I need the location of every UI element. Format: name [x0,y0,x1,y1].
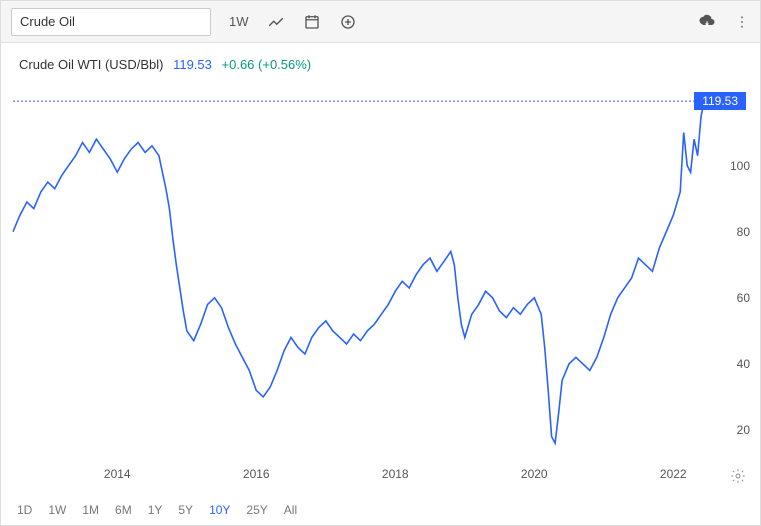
x-tick-label: 2020 [521,467,548,481]
plus-circle-icon [339,13,357,31]
chart-plot-area[interactable] [13,83,708,463]
add-indicator-button[interactable] [339,13,357,31]
x-tick-label: 2018 [382,467,409,481]
y-tick-label: 100 [730,159,750,173]
chart-settings-button[interactable] [730,468,746,489]
range-1d[interactable]: 1D [17,503,32,517]
y-tick-label: 40 [737,357,750,371]
dots-vertical-icon [734,14,750,30]
range-6m[interactable]: 6M [115,503,132,517]
range-1w[interactable]: 1W [48,503,66,517]
x-axis-labels: 2014 2016 2018 2020 2022 [13,467,708,485]
gear-icon [730,468,746,484]
current-price-badge: 119.53 [694,92,746,110]
y-tick-label: 80 [737,225,750,239]
price-chart [13,83,708,463]
symbol-name: Crude Oil WTI (USD/Bbl) [19,57,163,72]
range-25y[interactable]: 25Y [246,503,267,517]
toolbar: Crude Oil 1W [1,1,760,43]
x-tick-label: 2016 [243,467,270,481]
x-tick-label: 2014 [104,467,131,481]
more-menu-button[interactable] [734,14,750,30]
symbol-price: 119.53 [173,57,212,72]
chart-widget: Crude Oil 1W Crude Oil WTI (USD/Bbl) 119… [0,0,761,526]
symbol-search-input[interactable]: Crude Oil [11,8,211,36]
range-5y[interactable]: 5Y [178,503,193,517]
range-10y[interactable]: 10Y [209,503,230,517]
line-chart-icon [267,13,285,31]
range-1y[interactable]: 1Y [148,503,163,517]
x-tick-label: 2022 [660,467,687,481]
y-tick-label: 20 [737,423,750,437]
date-range-button[interactable] [303,13,321,31]
download-button[interactable] [698,13,716,31]
calendar-icon [303,13,321,31]
interval-selector[interactable]: 1W [229,14,249,29]
y-axis-labels: 20406080100119.53 [710,83,750,463]
time-range-selector: 1D 1W 1M 6M 1Y 5Y 10Y 25Y All [17,503,297,517]
range-1m[interactable]: 1M [82,503,99,517]
chart-type-button[interactable] [267,13,285,31]
range-all[interactable]: All [284,503,297,517]
cloud-download-icon [698,13,716,31]
symbol-info: Crude Oil WTI (USD/Bbl) 119.53 +0.66 (+0… [1,43,760,78]
symbol-change: +0.66 (+0.56%) [222,57,312,72]
y-tick-label: 60 [737,291,750,305]
